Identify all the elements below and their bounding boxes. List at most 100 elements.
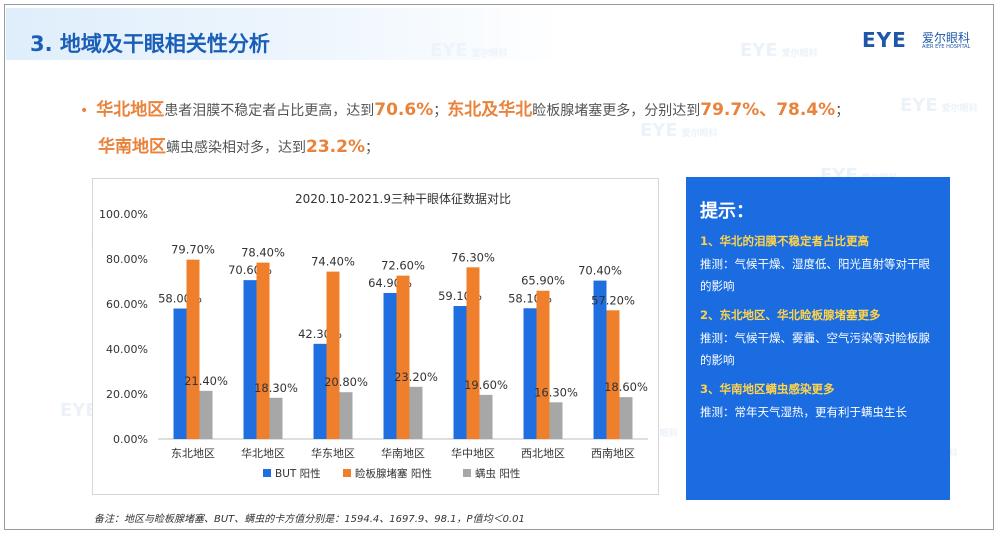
bar-1-0 <box>186 259 200 439</box>
watermark-7: EYE 爱尔眼科 <box>900 95 978 116</box>
tip-heading-2: 2、东北地区、华北睑板腺堵塞更多 <box>700 308 881 322</box>
title-bar: 3. 地域及干眼相关性分析 <box>6 8 566 60</box>
watermark-mark: EYE <box>740 40 778 61</box>
data-label: 23.20% <box>394 370 438 384</box>
data-label: 18.60% <box>604 380 648 394</box>
line1-segment-3: ； <box>433 103 448 119</box>
x-tick-label: 华中地区 <box>451 446 495 460</box>
line2-segment-3: ； <box>364 140 379 156</box>
slide-frame <box>4 4 994 530</box>
x-tick-label: 华北地区 <box>241 446 285 460</box>
legend-entry: 螨虫 阳性 <box>475 467 520 480</box>
legend-entry: 睑板腺堵塞 阳性 <box>355 467 432 480</box>
data-label: 20.80% <box>324 375 368 389</box>
bar-2-1 <box>269 397 283 439</box>
y-tick-label: 100.00% <box>99 208 148 221</box>
data-label: 21.40% <box>184 374 228 388</box>
watermark-cn: 爱尔眼科 <box>681 129 718 139</box>
bar-chart-panel: 2020.10-2021.9三种干眼体征数据对比 0.00% 20.00% 40.00… <box>92 178 659 495</box>
legend-swatch-0 <box>263 469 271 477</box>
watermark-mark: EYE <box>640 120 678 141</box>
bar-2-4 <box>479 394 493 439</box>
tip-heading-1: 1、华北的泪膜不稳定者占比更高 <box>700 234 869 248</box>
data-label: 19.60% <box>464 378 508 392</box>
logo-en-text: AIER EYE HOSPITAL <box>922 44 971 50</box>
data-label: 72.60% <box>381 259 425 273</box>
line1-segment-7: ； <box>835 103 850 119</box>
y-tick-label: 60.00% <box>106 298 148 311</box>
tips-panel: 提示： 1、华北的泪膜不稳定者占比更高 推测：气候干燥、湿度低、阳光直射等对干眼… <box>686 177 950 500</box>
line1-segment-0: 华北地区 <box>96 100 165 120</box>
summary-line-2: 华南地区螨虫感染相对多，达到23.2%； <box>80 129 940 166</box>
bar-2-2 <box>339 392 353 439</box>
x-tick-label: 华南地区 <box>381 446 425 460</box>
logo-mark: EYE <box>862 28 907 52</box>
bar-0-6 <box>593 280 607 439</box>
line2-segment-2: 23.2% <box>306 137 365 157</box>
line1-segment-4: 东北及华北 <box>447 100 533 120</box>
watermark-mark: EYE <box>60 400 98 421</box>
data-label: 18.30% <box>254 381 298 395</box>
line1-segment-1: 患者泪膜不稳定者占比更高，达到 <box>164 103 375 119</box>
data-label: 16.30% <box>534 385 578 399</box>
tip-body-3: 推测：常年天气湿热，更有利于螨虫生长 <box>700 405 907 419</box>
bar-chart: 2020.10-2021.9三种干眼体征数据对比 0.00% 20.00% 40.00… <box>99 191 648 480</box>
page-title: 3. 地域及干眼相关性分析 <box>30 32 270 56</box>
data-label: 74.40% <box>311 255 355 269</box>
tip-body-1: 推测：气候干燥、湿度低、阳光直射等对干眼的影响 <box>700 257 930 293</box>
tip-body-2: 推测：气候干燥、雾霾、空气污染等对睑板腺的影响 <box>700 331 930 367</box>
bar-1-2 <box>326 271 340 439</box>
bar-0-5 <box>523 308 537 439</box>
bar-2-5 <box>549 402 563 439</box>
y-tick-label: 40.00% <box>106 343 148 356</box>
line1-segment-2: 70.6% <box>374 100 434 120</box>
legend-swatch-1 <box>343 469 351 477</box>
bar-2-0 <box>199 390 213 439</box>
bar-1-6 <box>606 310 620 439</box>
footnote: 备注：地区与睑板腺堵塞、BUT、螨虫的卡方值分别是：1594.4、1697.9、… <box>94 514 525 525</box>
watermark-cn: 爱尔眼科 <box>941 104 978 114</box>
y-tick-label: 80.00% <box>106 253 148 266</box>
logo-cn-text: 爱尔眼科 <box>922 31 971 45</box>
bar-2-6 <box>619 397 633 439</box>
bar-1-1 <box>256 262 270 439</box>
data-label: 76.30% <box>451 250 495 264</box>
bullet-icon: • <box>80 103 89 119</box>
watermark-cn: 爱尔眼科 <box>781 49 818 59</box>
data-label: 70.40% <box>578 264 622 278</box>
y-tick-label: 20.00% <box>106 388 148 401</box>
bar-1-3 <box>396 275 410 439</box>
line1-segment-5: 睑板腺堵塞更多，分别达到 <box>532 103 701 119</box>
x-tick-label: 华东地区 <box>311 446 355 460</box>
bar-1-5 <box>536 290 550 439</box>
watermark-2: EYE 爱尔眼科 <box>740 40 818 61</box>
bar-0-2 <box>313 343 327 439</box>
watermark-mark: EYE <box>900 95 938 116</box>
bar-0-3 <box>383 292 397 439</box>
bar-0-4 <box>453 306 467 439</box>
watermark-cn: 爱尔眼科 <box>641 429 678 439</box>
data-label: 65.90% <box>521 274 565 288</box>
summary-line-1: • 华北地区患者泪膜不稳定者占比更高，达到70.6%；东北及华北睑板腺堵塞更多，分… <box>80 92 940 129</box>
x-tick-label: 东北地区 <box>171 447 215 460</box>
tip-heading-3: 3、华南地区螨虫感染更多 <box>700 382 835 396</box>
x-tick-label: 西南地区 <box>591 447 635 460</box>
bar-1-4 <box>466 267 480 439</box>
summary-text: • 华北地区患者泪膜不稳定者占比更高，达到70.6%；东北及华北睑板腺堵塞更多，分… <box>80 92 940 166</box>
watermark-6: EYE 爱尔眼科 <box>640 120 718 141</box>
data-label: 79.70% <box>171 243 215 257</box>
data-label: 57.20% <box>591 293 635 307</box>
line1-segment-6: 79.7%、78.4% <box>700 100 836 120</box>
bar-0-0 <box>173 308 187 439</box>
legend-swatch-2 <box>463 469 471 477</box>
line2-segment-0: 华南地区 <box>98 137 166 157</box>
legend-entry: BUT 阳性 <box>275 467 321 480</box>
x-tick-label: 西北地区 <box>521 447 565 460</box>
y-tick-label: 0.00% <box>113 433 148 446</box>
chart-title: 2020.10-2021.9三种干眼体征数据对比 <box>295 191 511 206</box>
bar-0-1 <box>243 280 257 439</box>
line2-segment-1: 螨虫感染相对多，达到 <box>166 140 306 156</box>
data-label: 78.40% <box>241 246 285 260</box>
tips-title: 提示： <box>700 201 754 222</box>
bar-2-3 <box>409 386 423 439</box>
